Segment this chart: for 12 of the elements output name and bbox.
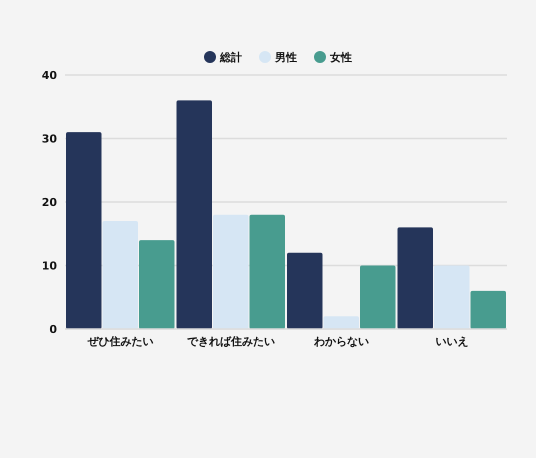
x-tick-label: できれば住みたい: [186, 335, 275, 348]
legend-label: 総計: [219, 51, 242, 64]
legend-label: 男性: [274, 51, 297, 64]
y-tick-label: 30: [42, 132, 58, 146]
y-tick-label: 20: [42, 196, 58, 209]
x-tick-label: いいえ: [435, 335, 468, 348]
y-tick-label: 40: [42, 69, 58, 82]
legend-label: 女性: [329, 51, 352, 64]
y-tick-label: 10: [42, 260, 58, 272]
y-tick-label: 0: [49, 323, 58, 336]
x-tick-label: わからない: [312, 335, 369, 348]
x-tick-label: ぜひ住みたい: [86, 335, 154, 348]
